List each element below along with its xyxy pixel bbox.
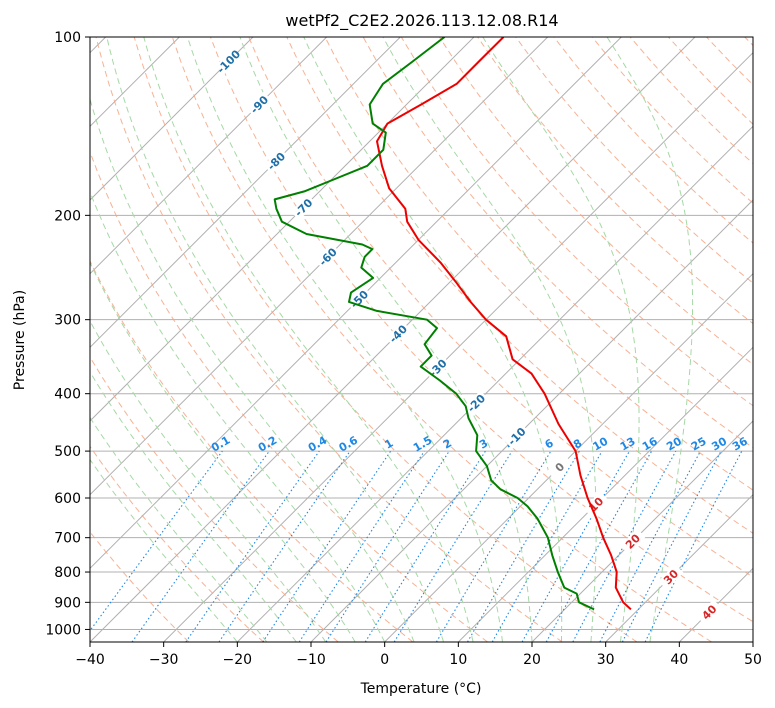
moist-adiabat-line (90, 97, 415, 642)
isotherm-label-backdrop (246, 91, 272, 118)
isotherm-label-backdrop (583, 491, 609, 518)
mixing-ratio-line (521, 450, 630, 642)
x-tick-label: 10 (449, 652, 467, 668)
moist-adiabat-line (90, 370, 297, 642)
x-axis-ticks: −40 −30 −20 −10 0 10 20 30 40 50 (75, 642, 762, 668)
dry-adiabat-line (324, 37, 753, 491)
plot-frame (89, 36, 754, 643)
x-tick-label: 40 (670, 652, 688, 668)
y-tick-label: 700 (54, 531, 81, 547)
isotherm-line (90, 37, 254, 201)
dry-adiabat-line (210, 37, 753, 623)
moist-adiabat-line (482, 37, 640, 642)
moist-adiabat-line (90, 320, 327, 642)
y-axis-ticks: 100 200 300 400 500 600 700 800 900 1000 (45, 30, 90, 638)
x-tick-label: −40 (75, 652, 105, 668)
x-tick-label: 30 (597, 652, 615, 668)
dry-adiabat-line (248, 37, 753, 578)
isotherm-label-backdrop (619, 528, 646, 555)
y-tick-label: 800 (54, 565, 81, 581)
isotherm-line (236, 125, 753, 642)
moist-adiabat-line (90, 261, 356, 642)
dry-adiabat-line (286, 37, 753, 534)
isotherm-line (163, 51, 753, 642)
isotherm-label-backdrop (385, 321, 411, 347)
mixing-ratio-line (218, 450, 351, 642)
mixing-ratio-line (393, 450, 513, 642)
isotherm-line (90, 37, 475, 422)
mixing-ratio-line (325, 450, 450, 642)
isotherm-label-backdrop (215, 48, 242, 75)
moist-adiabat-lines (90, 37, 694, 642)
dry-adiabat-line (90, 356, 339, 642)
moist-adiabat-line (303, 37, 563, 642)
isotherm-label-backdrop (290, 194, 317, 221)
dry-adiabat-line (90, 445, 264, 642)
y-tick-label: 1000 (45, 622, 81, 638)
isotherm-line (605, 493, 753, 642)
sounding-profiles (273, 37, 632, 611)
isotherm-line (90, 37, 401, 349)
y-tick-label: 300 (54, 313, 81, 329)
dry-adiabat-line (515, 37, 753, 284)
x-tick-label: −20 (223, 652, 253, 668)
x-tick-label: 0 (380, 652, 389, 668)
moist-adiabat-line (106, 37, 445, 642)
mixing-ratio-line (644, 450, 743, 642)
mixing-ratio-line (131, 450, 270, 642)
x-tick-label: −10 (296, 652, 326, 668)
mixing-ratio-line (298, 450, 425, 642)
moist-adiabat-line (90, 458, 238, 642)
y-tick-label: 200 (54, 208, 81, 224)
mixing-ratio-line (185, 450, 320, 642)
y-tick-label: 400 (54, 387, 81, 403)
pressure-gridlines (90, 37, 753, 630)
moist-adiabat-line (143, 37, 474, 642)
moist-adiabat-line (90, 190, 386, 642)
moist-adiabat-line (606, 37, 694, 642)
x-tick-label: 20 (523, 652, 541, 668)
y-tick-label: 900 (54, 595, 81, 611)
x-tick-label: 50 (744, 652, 762, 668)
x-tick-label: −30 (149, 652, 179, 668)
isotherm-line (457, 346, 753, 642)
isotherm-label-backdrop (503, 423, 530, 449)
dry-adiabat-line (90, 259, 414, 642)
y-tick-label: 600 (54, 491, 81, 507)
dewpoint-profile-line (273, 37, 595, 611)
moist-adiabat-line (187, 37, 503, 642)
isotherm-label-backdrop (546, 454, 573, 480)
isotherm-line (90, 37, 549, 496)
isotherm-label-backdrop (263, 148, 289, 174)
moist-adiabat-line (382, 37, 597, 642)
y-tick-label: 100 (54, 30, 81, 46)
isotherm-label-backdrop (696, 599, 722, 625)
dry-adiabat-line (133, 37, 638, 642)
chart-title: wetPf2_C2E2.2026.113.12.08.R14 (285, 11, 558, 31)
y-tick-label: 500 (54, 444, 81, 460)
moist-adiabat-line (239, 37, 533, 642)
isotherm-label-backdrop (315, 244, 341, 270)
mixing-ratio-line (545, 450, 653, 642)
dry-adiabat-line (95, 37, 563, 642)
isotherm-line (90, 37, 622, 570)
mixing-ratio-line (262, 450, 392, 642)
mixing-ratio-line (90, 450, 223, 632)
plot-area: 0.10.20.40.611.52346810131620253036 -100… (90, 37, 753, 642)
isotherm-label-backdrop (658, 564, 684, 590)
temperature-profile-line (376, 37, 632, 611)
x-axis-label: Temperature (°C) (360, 681, 482, 697)
isotherm-line (90, 37, 328, 275)
isotherm-label-backdrop (346, 286, 372, 312)
isotherm-line (384, 272, 753, 642)
isotherm-label-backdrop (463, 390, 489, 416)
y-axis-label: Pressure (hPa) (12, 290, 28, 390)
moist-adiabat-line (90, 416, 268, 642)
